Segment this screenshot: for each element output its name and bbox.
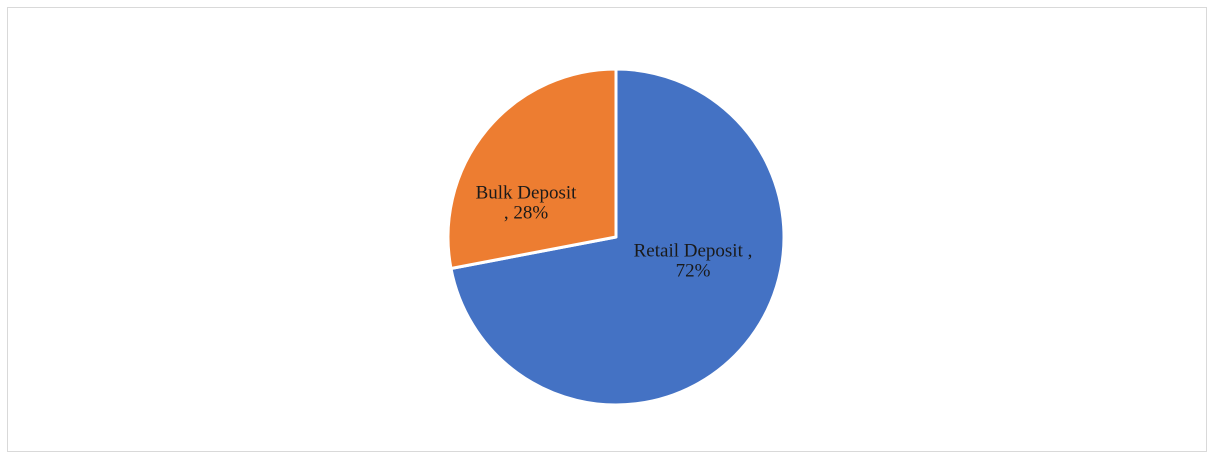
data-label-retail-deposit: Retail Deposit , 72% — [634, 240, 753, 281]
pie-slice-bulk-deposit — [446, 67, 618, 270]
pie-labels: Retail Deposit , 72% Bulk Deposit, 28% — [476, 182, 753, 281]
data-label-bulk-deposit: Bulk Deposit, 28% — [476, 182, 578, 223]
pie-slices — [446, 67, 786, 407]
